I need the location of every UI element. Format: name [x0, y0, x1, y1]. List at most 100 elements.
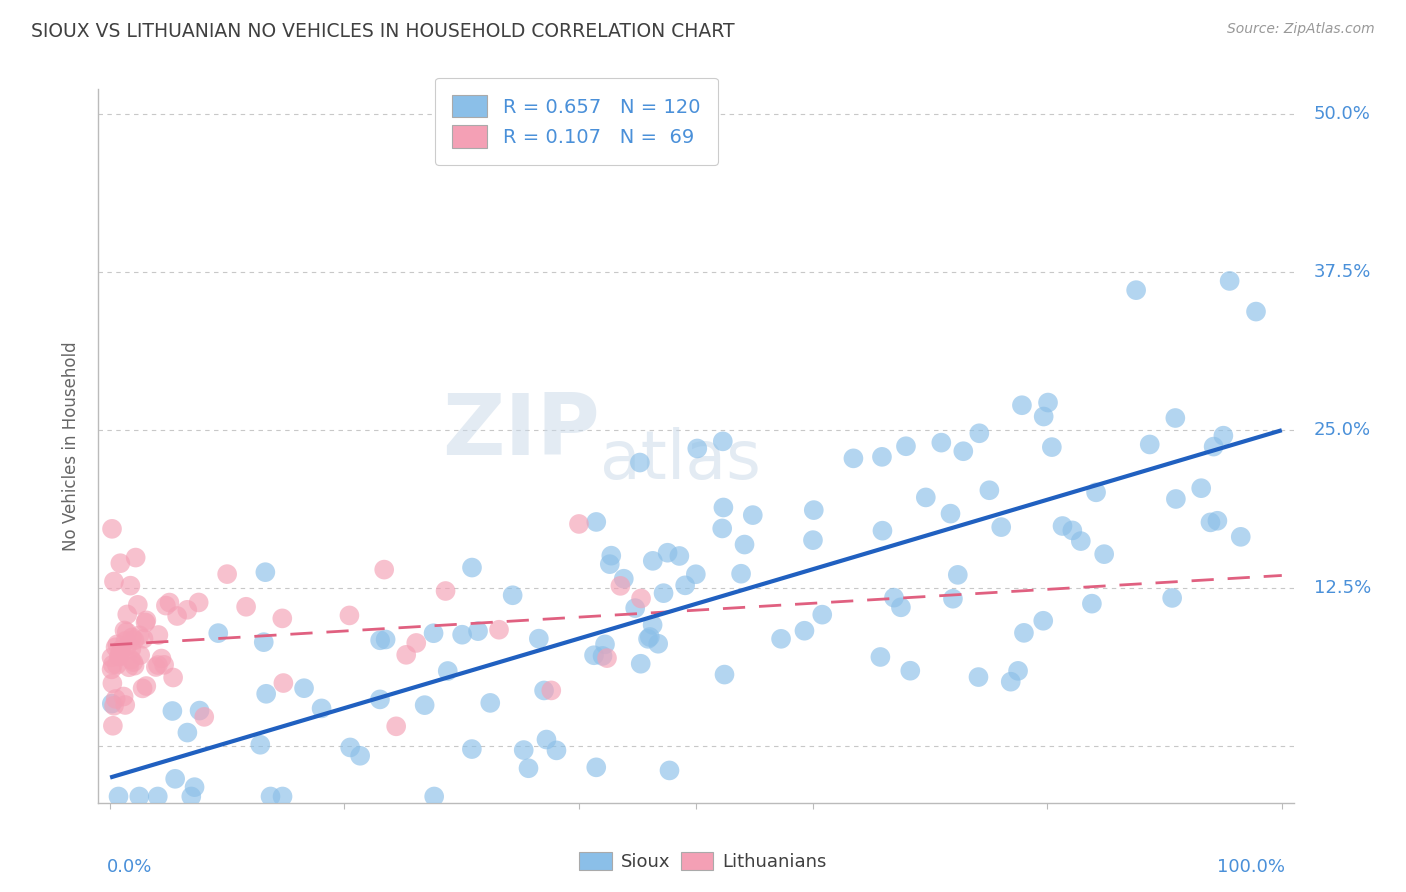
- Point: [517, 761, 540, 775]
- Point: [628, 456, 651, 470]
- Point: [110, 645, 132, 659]
- Text: 12.5%: 12.5%: [1313, 579, 1371, 597]
- Point: [894, 439, 917, 453]
- Text: 0.0%: 0.0%: [107, 858, 152, 877]
- Point: [898, 664, 921, 678]
- Point: [803, 503, 825, 517]
- Text: Source: ZipAtlas.com: Source: ZipAtlas.com: [1227, 22, 1375, 37]
- Point: [467, 624, 489, 639]
- Point: [652, 586, 675, 600]
- Point: [368, 692, 391, 706]
- Point: [630, 657, 652, 671]
- Y-axis label: No Vehicles in Household: No Vehicles in Household: [62, 341, 80, 551]
- Point: [124, 658, 146, 673]
- Point: [155, 599, 177, 613]
- Point: [730, 566, 752, 581]
- Point: [1036, 395, 1059, 409]
- Point: [741, 508, 763, 522]
- Point: [734, 537, 756, 551]
- Point: [1212, 428, 1234, 442]
- Point: [423, 789, 446, 804]
- Point: [657, 546, 679, 560]
- Point: [1085, 485, 1108, 500]
- Point: [413, 698, 436, 713]
- Point: [1040, 440, 1063, 454]
- Point: [942, 591, 965, 606]
- Point: [131, 681, 153, 696]
- Point: [1125, 283, 1147, 297]
- Point: [207, 626, 229, 640]
- Point: [568, 516, 591, 531]
- Point: [271, 611, 294, 625]
- Point: [929, 435, 952, 450]
- Point: [479, 696, 502, 710]
- Point: [165, 772, 187, 786]
- Point: [122, 655, 145, 669]
- Point: [100, 650, 122, 665]
- Point: [259, 789, 281, 804]
- Point: [914, 491, 936, 505]
- Point: [114, 633, 136, 648]
- Point: [135, 615, 157, 630]
- Point: [405, 636, 427, 650]
- Point: [107, 649, 129, 664]
- Point: [1032, 409, 1054, 424]
- Point: [124, 633, 146, 648]
- Point: [533, 683, 555, 698]
- Point: [711, 434, 734, 449]
- Point: [114, 698, 136, 712]
- Point: [842, 451, 865, 466]
- Point: [939, 507, 962, 521]
- Point: [128, 628, 150, 642]
- Point: [176, 603, 198, 617]
- Point: [385, 719, 408, 733]
- Point: [148, 628, 170, 642]
- Point: [952, 444, 974, 458]
- Text: 25.0%: 25.0%: [1313, 421, 1371, 439]
- Point: [536, 732, 558, 747]
- Point: [112, 690, 135, 704]
- Legend: R = 0.657   N = 120, R = 0.107   N =  69: R = 0.657 N = 120, R = 0.107 N = 69: [434, 78, 718, 165]
- Point: [1139, 437, 1161, 451]
- Point: [188, 704, 211, 718]
- Point: [162, 704, 184, 718]
- Point: [946, 567, 969, 582]
- Point: [613, 572, 636, 586]
- Point: [546, 743, 568, 757]
- Point: [872, 524, 894, 538]
- Point: [153, 657, 176, 672]
- Point: [339, 608, 361, 623]
- Point: [273, 676, 295, 690]
- Point: [271, 789, 294, 804]
- Point: [1202, 440, 1225, 454]
- Point: [145, 660, 167, 674]
- Point: [869, 650, 891, 665]
- Point: [870, 450, 893, 464]
- Point: [249, 738, 271, 752]
- Point: [1012, 625, 1035, 640]
- Point: [658, 764, 681, 778]
- Point: [540, 683, 562, 698]
- Point: [217, 567, 239, 582]
- Point: [118, 660, 141, 674]
- Point: [1189, 481, 1212, 495]
- Point: [115, 625, 138, 640]
- Point: [673, 578, 696, 592]
- Point: [686, 442, 709, 456]
- Point: [292, 681, 315, 696]
- Point: [193, 710, 215, 724]
- Point: [713, 667, 735, 681]
- Point: [129, 648, 152, 662]
- Point: [451, 628, 474, 642]
- Text: atlas: atlas: [600, 427, 761, 493]
- Point: [135, 679, 157, 693]
- Point: [100, 662, 122, 676]
- Point: [101, 522, 124, 536]
- Point: [368, 633, 391, 648]
- Point: [890, 600, 912, 615]
- Point: [979, 483, 1001, 498]
- Point: [647, 637, 669, 651]
- Point: [180, 789, 202, 804]
- Point: [967, 670, 990, 684]
- Point: [349, 748, 371, 763]
